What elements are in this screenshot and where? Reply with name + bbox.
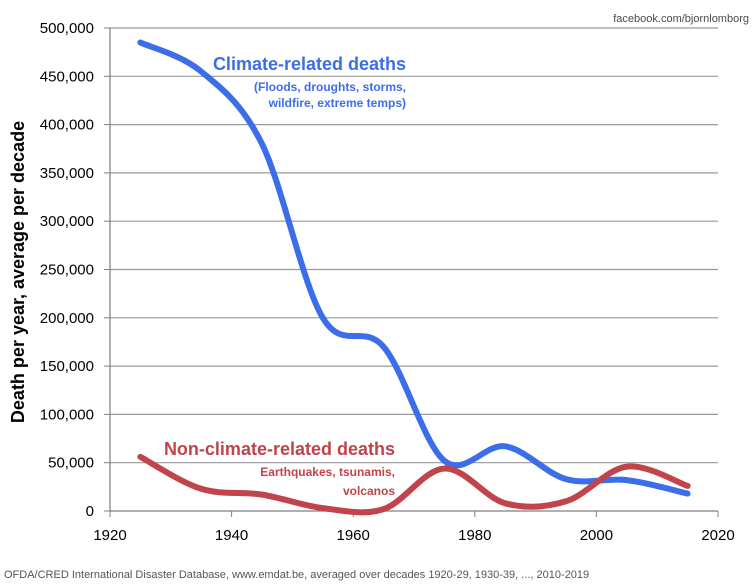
x-tick-labels: 1920 1940 1960 1980 2000 2020 <box>93 527 734 544</box>
axes <box>104 27 719 517</box>
credit-text: facebook.com/bjornlomborg <box>613 13 749 25</box>
x-tick-label: 1920 <box>93 527 126 544</box>
climate-series-sublabel-2: wildfire, extreme temps) <box>268 96 406 110</box>
non-climate-series-sublabel-2: volcanos <box>343 484 395 498</box>
y-tick-label: 300,000 <box>40 213 94 230</box>
non-climate-series-sublabel-1: Earthquakes, tsunamis, <box>260 465 395 479</box>
x-tick-label: 2020 <box>701 527 734 544</box>
climate-series-sublabel-1: (Floods, droughts, storms, <box>254 80 406 94</box>
y-tick-label: 50,000 <box>48 455 94 472</box>
non-climate-deaths-line <box>137 453 691 516</box>
grid <box>110 27 718 464</box>
climate-annotation: Climate-related deaths (Floods, droughts… <box>213 54 406 110</box>
x-tick-label: 2000 <box>580 527 613 544</box>
x-tick-label: 1980 <box>458 527 491 544</box>
climate-series-label: Climate-related deaths <box>213 54 406 74</box>
series-lines <box>137 39 691 516</box>
y-tick-label: 400,000 <box>40 117 94 134</box>
non-climate-series-label: Non-climate-related deaths <box>164 439 395 459</box>
y-tick-label: 100,000 <box>40 406 94 423</box>
climate-deaths-line <box>137 39 691 497</box>
y-tick-label: 350,000 <box>40 165 94 182</box>
x-tick-label: 1960 <box>337 527 370 544</box>
y-tick-label: 250,000 <box>40 262 94 279</box>
y-tick-label: 450,000 <box>40 68 94 85</box>
source-note: OFDA/CRED International Disaster Databas… <box>4 569 589 581</box>
x-tick-label: 1940 <box>215 527 248 544</box>
non-climate-annotation: Non-climate-related deaths Earthquakes, … <box>164 439 395 498</box>
y-axis-label: Death per year, average per decade <box>8 121 28 423</box>
y-tick-label: 0 <box>86 503 94 520</box>
y-tick-labels: 0 50,000 100,000 150,000 200,000 250,000 300,0… <box>40 20 94 520</box>
y-tick-label: 150,000 <box>40 358 94 375</box>
y-tick-label: 500,000 <box>40 20 94 37</box>
y-tick-label: 200,000 <box>40 310 94 327</box>
